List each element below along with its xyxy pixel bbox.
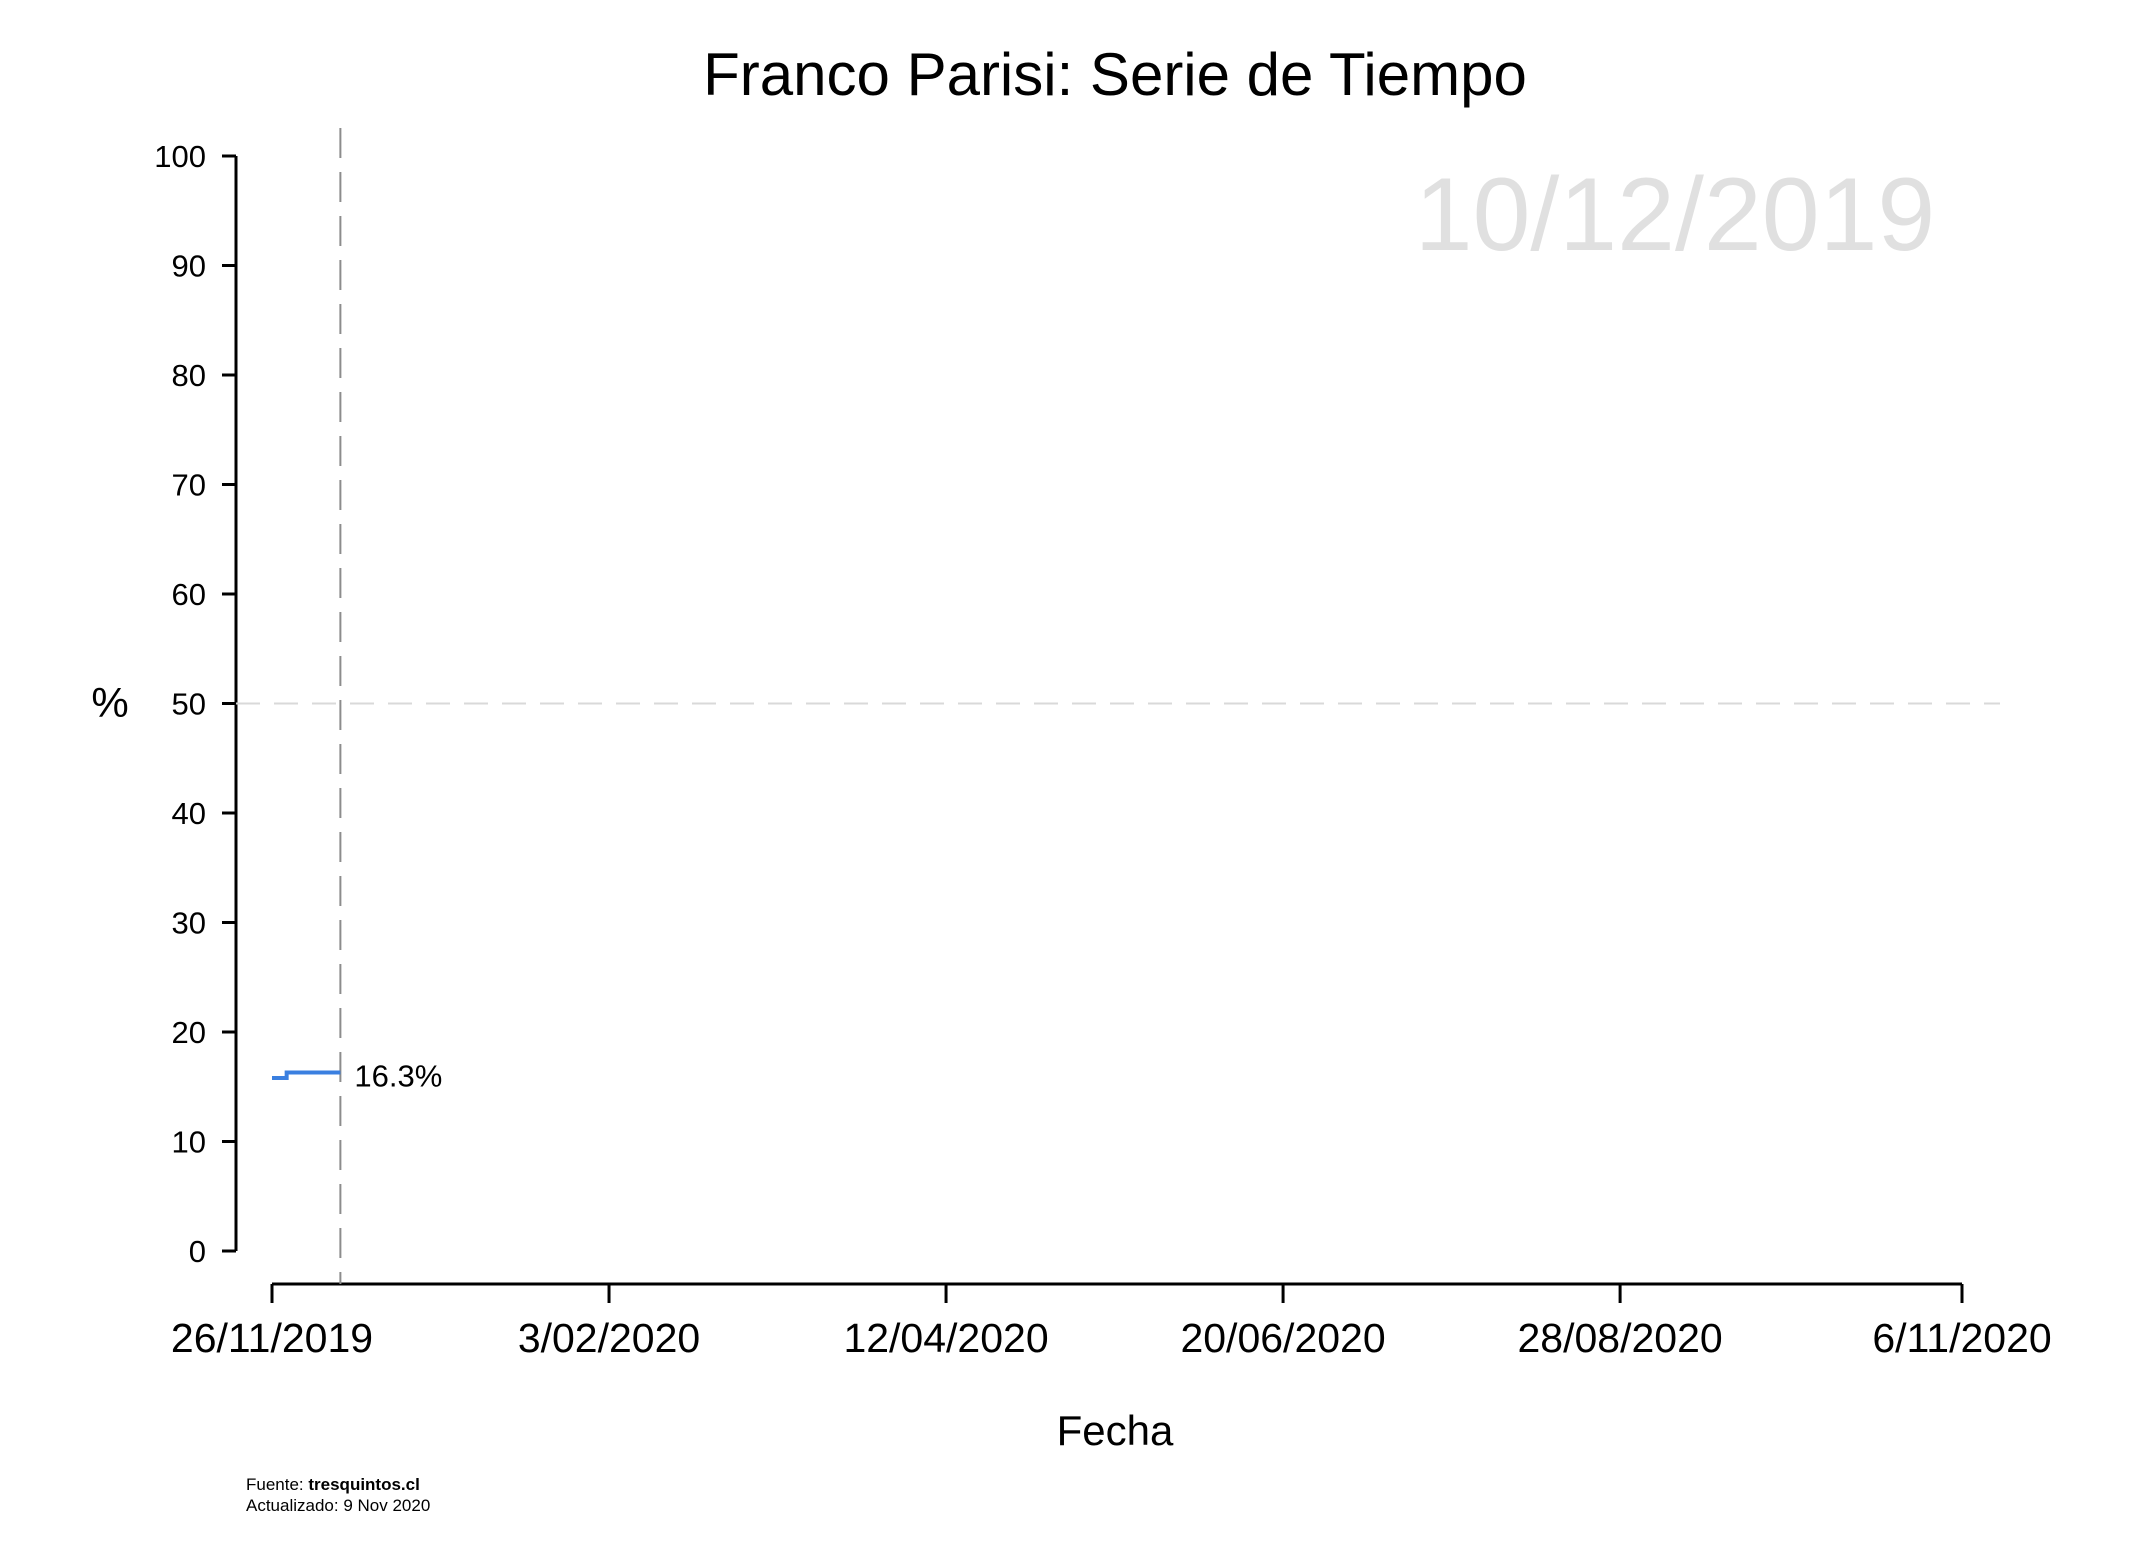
source-note: Fuente: tresquintos.cl bbox=[246, 1474, 420, 1495]
y-axis-label: % bbox=[91, 679, 128, 726]
x-tick-label-4: 28/08/2020 bbox=[1517, 1315, 1722, 1361]
y-tick-label-30: 30 bbox=[172, 906, 206, 941]
x-tick-label-3: 20/06/2020 bbox=[1180, 1315, 1385, 1361]
y-tick-label-90: 90 bbox=[172, 249, 206, 284]
y-tick-label-80: 80 bbox=[172, 358, 206, 393]
x-tick-label-5: 6/11/2020 bbox=[1872, 1315, 2051, 1361]
y-tick-label-50: 50 bbox=[172, 687, 206, 722]
y-tick-label-60: 60 bbox=[172, 577, 206, 612]
updated-note: Actualizado: 9 Nov 2020 bbox=[246, 1496, 431, 1515]
x-tick-label-2: 12/04/2020 bbox=[843, 1315, 1048, 1361]
y-tick-label-20: 20 bbox=[172, 1015, 206, 1050]
x-tick-label-0: 26/11/2019 bbox=[171, 1315, 373, 1361]
series-line-0 bbox=[272, 1070, 341, 1080]
y-tick-label-70: 70 bbox=[172, 468, 206, 503]
y-tick-label-10: 10 bbox=[172, 1125, 206, 1160]
x-axis-label: Fecha bbox=[1057, 1407, 1174, 1454]
date-watermark: 10/12/2019 bbox=[1415, 157, 1936, 273]
source-prefix: Fuente: bbox=[246, 1475, 309, 1494]
series-end-label-0: 16.3% bbox=[354, 1059, 442, 1094]
y-tick-label-0: 0 bbox=[189, 1234, 206, 1269]
chart-title: Franco Parisi: Serie de Tiempo bbox=[703, 41, 1527, 108]
source-name: tresquintos.cl bbox=[308, 1475, 420, 1494]
y-tick-label-100: 100 bbox=[154, 139, 206, 174]
x-tick-label-1: 3/02/2020 bbox=[518, 1315, 700, 1361]
plot-area: 0 10 20 30 40 50 60 70 80 90 100 26/11/2019 3/02/202… bbox=[154, 128, 2052, 1361]
y-tick-label-40: 40 bbox=[172, 796, 206, 831]
